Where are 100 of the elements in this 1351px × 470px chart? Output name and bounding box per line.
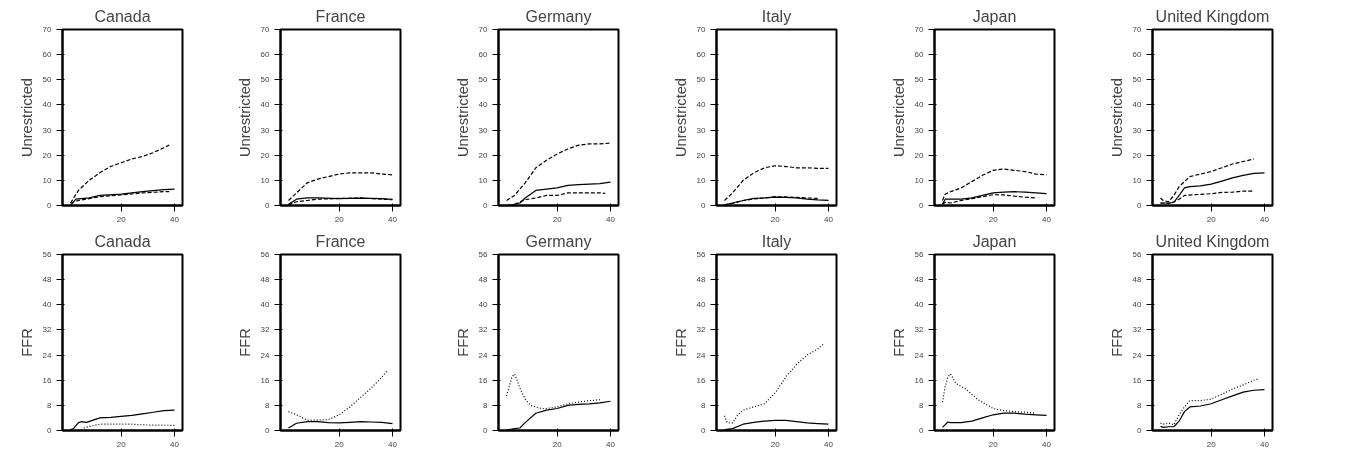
y-tick-label: 30 [1132, 125, 1143, 135]
y-tick-label: 16 [696, 375, 707, 385]
y-tick-label: 24 [1132, 350, 1143, 360]
y-tick-label: 56 [260, 250, 271, 259]
y-axis-title: FFR [18, 328, 35, 357]
y-tick-label: 60 [42, 50, 53, 60]
x-tick-label: 40 [170, 439, 180, 449]
x-tick-label: 20 [988, 214, 999, 224]
y-tick-label: 30 [478, 125, 489, 135]
x-tick-label: 20 [770, 214, 781, 224]
y-tick-label: 32 [478, 325, 489, 335]
x-tick-label: 40 [824, 214, 834, 224]
y-axis-title: FFR [454, 328, 471, 357]
y-tick-label: 20 [1132, 150, 1143, 160]
x-tick-label: 40 [170, 214, 180, 224]
y-tick-label: 20 [478, 150, 489, 160]
y-tick-label: 70 [696, 25, 707, 34]
y-tick-label: 70 [42, 25, 53, 34]
x-tick-label: 20 [1206, 439, 1217, 449]
y-tick-label: 40 [696, 100, 707, 110]
y-tick-label: 24 [478, 350, 489, 360]
y-tick-label: 0 [919, 426, 925, 435]
y-tick-label: 60 [260, 50, 271, 60]
y-axis-title: Unrestricted [1108, 77, 1125, 157]
y-tick-label: 8 [919, 400, 925, 410]
y-tick-label: 8 [47, 400, 53, 410]
x-tick-label: 20 [1206, 214, 1217, 224]
x-tick-label: 20 [988, 439, 999, 449]
y-tick-label: 40 [42, 100, 53, 110]
chart-title: Canada [94, 7, 151, 25]
y-axis-title: Unrestricted [236, 77, 253, 157]
x-tick-label: 20 [334, 439, 345, 449]
y-tick-label: 48 [260, 275, 271, 285]
y-tick-label: 16 [914, 375, 925, 385]
y-tick-label: 0 [483, 426, 489, 435]
y-tick-label: 56 [914, 250, 925, 259]
y-axis-title: FFR [672, 328, 689, 357]
y-tick-label: 0 [265, 426, 271, 435]
y-tick-label: 0 [701, 201, 707, 210]
y-tick-label: 70 [1132, 25, 1143, 34]
chart-title: Italy [761, 232, 792, 250]
y-tick-label: 40 [42, 300, 53, 310]
y-tick-label: 30 [914, 125, 925, 135]
y-tick-label: 48 [478, 275, 489, 285]
y-tick-label: 16 [1132, 375, 1143, 385]
y-tick-label: 0 [265, 201, 271, 210]
y-tick-label: 56 [696, 250, 707, 259]
chart-title: Japan [972, 232, 1017, 250]
y-tick-label: 70 [914, 25, 925, 34]
y-tick-label: 48 [42, 275, 53, 285]
chart-title: Italy [761, 7, 792, 25]
y-tick-label: 24 [42, 350, 53, 360]
y-axis-title: Unrestricted [18, 77, 35, 157]
chart-title: United Kingdom [1155, 7, 1270, 25]
x-tick-label: 20 [116, 214, 127, 224]
y-tick-label: 48 [1132, 275, 1143, 285]
x-tick-label: 40 [1042, 214, 1052, 224]
y-axis-title: Unrestricted [454, 77, 471, 157]
y-tick-label: 20 [696, 150, 707, 160]
y-tick-label: 20 [42, 150, 53, 160]
y-tick-label: 0 [1137, 201, 1143, 210]
x-tick-label: 40 [606, 214, 616, 224]
y-tick-label: 40 [260, 300, 271, 310]
y-tick-label: 0 [483, 201, 489, 210]
y-tick-label: 56 [1132, 250, 1143, 259]
y-tick-label: 10 [914, 175, 925, 185]
y-tick-label: 60 [478, 50, 489, 60]
chart-title: Germany [525, 232, 592, 250]
x-tick-label: 20 [116, 439, 127, 449]
y-tick-label: 16 [42, 375, 53, 385]
y-tick-label: 10 [478, 175, 489, 185]
y-tick-label: 40 [914, 100, 925, 110]
y-tick-label: 32 [1132, 325, 1143, 335]
y-tick-label: 70 [478, 25, 489, 34]
y-axis-title: FFR [1108, 328, 1125, 357]
y-tick-label: 50 [478, 75, 489, 85]
x-tick-label: 40 [1042, 439, 1052, 449]
y-tick-label: 50 [696, 75, 707, 85]
y-axis-title: FFR [236, 328, 253, 357]
y-tick-label: 10 [260, 175, 271, 185]
y-tick-label: 32 [914, 325, 925, 335]
x-tick-label: 40 [1260, 439, 1270, 449]
y-axis-title: Unrestricted [672, 77, 689, 157]
y-tick-label: 10 [1132, 175, 1143, 185]
y-tick-label: 40 [696, 300, 707, 310]
y-tick-label: 32 [696, 325, 707, 335]
y-axis-title: Unrestricted [890, 77, 907, 157]
x-tick-label: 20 [770, 439, 781, 449]
y-tick-label: 56 [478, 250, 489, 259]
y-tick-label: 56 [42, 250, 53, 259]
y-tick-label: 40 [478, 100, 489, 110]
y-tick-label: 40 [1132, 300, 1143, 310]
y-tick-label: 8 [265, 400, 271, 410]
y-tick-label: 50 [1132, 75, 1143, 85]
chart-title: Japan [972, 7, 1017, 25]
y-tick-label: 24 [696, 350, 707, 360]
y-tick-label: 24 [260, 350, 271, 360]
y-tick-label: 0 [1137, 426, 1143, 435]
y-tick-label: 10 [696, 175, 707, 185]
y-tick-label: 60 [696, 50, 707, 60]
